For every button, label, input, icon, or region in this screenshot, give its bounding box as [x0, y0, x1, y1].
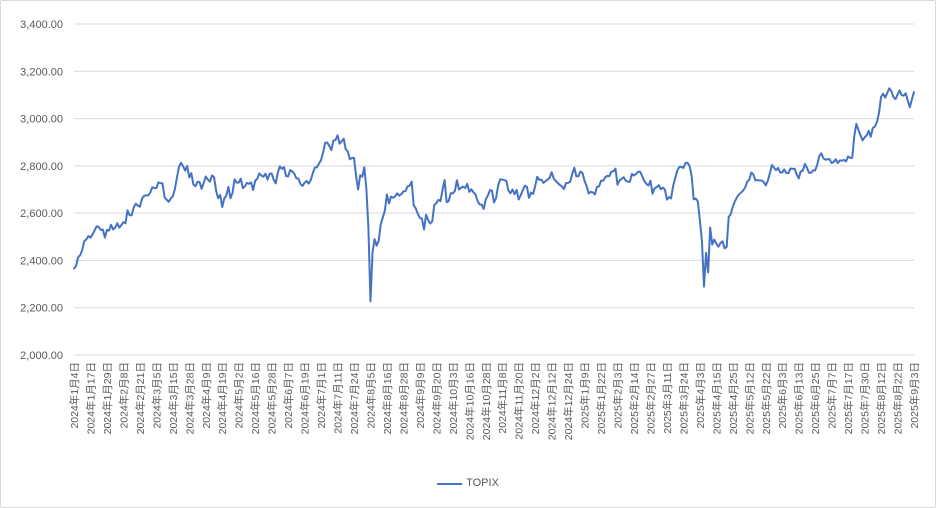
x-tick-label: 2024年9月20日 — [430, 362, 443, 434]
topix-line-series[interactable] — [73, 87, 915, 303]
x-tick-label: 2025年3月11日 — [661, 362, 674, 434]
legend-label: TOPIX — [466, 477, 499, 489]
x-tick-label: 2024年9月9日 — [414, 362, 427, 429]
x-tick-label: 2024年3月28日 — [183, 362, 196, 434]
y-tick-label: 3,400.00 — [20, 19, 63, 31]
x-tick-label: 2024年11月8日 — [496, 362, 509, 434]
x-tick-label: 2024年6月19日 — [299, 362, 312, 434]
y-tick-label: 3,200.00 — [20, 66, 63, 78]
x-tick-label: 2025年5月22日 — [760, 362, 773, 434]
x-tick-label: 2024年4月9日 — [200, 362, 213, 429]
x-tick-label: 2025年4月25日 — [727, 362, 740, 434]
x-tick-label: 2024年5月2日 — [233, 362, 246, 429]
y-tick-label: 2,600.00 — [20, 208, 63, 220]
x-tick-label: 2025年2月14日 — [628, 362, 641, 434]
y-tick-label: 2,400.00 — [20, 255, 63, 267]
x-tick-label: 2025年9月3日 — [908, 362, 921, 429]
x-tick-label: 2024年3月5日 — [150, 362, 163, 429]
x-tick-label: 2024年1月29日 — [101, 362, 114, 434]
x-tick-label: 2025年4月15日 — [710, 362, 723, 434]
x-tick-label: 2025年6月3日 — [776, 362, 789, 429]
legend[interactable]: TOPIX — [437, 477, 499, 490]
x-tick-label: 2025年5月12日 — [743, 362, 756, 434]
x-tick-label: 2025年6月13日 — [793, 362, 806, 434]
x-tick-label: 2024年8月16日 — [381, 362, 394, 434]
x-tick-label: 2024年1月17日 — [84, 362, 97, 434]
x-tick-label: 2024年2月21日 — [134, 362, 147, 434]
x-tick-label: 2024年7月1日 — [315, 362, 328, 429]
x-tick-label: 2025年3月24日 — [677, 362, 690, 434]
x-tick-label: 2024年7月24日 — [348, 362, 361, 434]
x-tick-label: 2024年10月16日 — [463, 362, 476, 440]
x-tick-label: 2024年8月28日 — [397, 362, 410, 434]
x-tick-label: 2024年10月28日 — [480, 362, 493, 440]
x-tick-label: 2024年4月19日 — [216, 362, 229, 434]
x-tick-label: 2025年7月7日 — [826, 362, 839, 429]
x-tick-label: 2025年7月17日 — [842, 362, 855, 434]
x-tick-label: 2024年11月20日 — [513, 362, 526, 439]
x-tick-label: 2024年5月28日 — [266, 362, 279, 434]
x-tick-label: 2025年2月3日 — [612, 362, 625, 429]
x-tick-label: 2025年7月30日 — [859, 362, 872, 434]
y-tick-label: 2,000.00 — [20, 350, 63, 362]
x-tick-label: 2025年8月22日 — [892, 362, 905, 434]
x-tick-label: 2024年12月2日 — [529, 362, 542, 434]
x-tick-label: 2024年2月8日 — [117, 362, 130, 429]
x-tick-label: 2024年1月4日 — [68, 362, 81, 429]
y-tick-label: 2,800.00 — [20, 161, 63, 173]
x-tick-label: 2024年7月11日 — [332, 362, 345, 434]
x-tick-label: 2025年8月12日 — [875, 362, 888, 434]
x-tick-label: 2025年4月3日 — [694, 362, 707, 429]
x-tick-label: 2025年2月27日 — [644, 362, 657, 434]
x-tick-label: 2024年12月24日 — [562, 362, 575, 440]
x-tick-label: 2025年1月22日 — [595, 362, 608, 434]
x-tick-label: 2024年5月16日 — [249, 362, 262, 434]
x-tick-label: 2024年12月12日 — [546, 362, 559, 440]
legend-line-swatch — [437, 482, 463, 485]
x-tick-label: 2024年10月3日 — [447, 362, 460, 434]
x-tick-label: 2024年3月15日 — [167, 362, 180, 434]
x-tick-label: 2024年8月5日 — [364, 362, 377, 429]
x-tick-label: 2025年6月25日 — [809, 362, 822, 434]
x-tick-label: 2025年1月9日 — [579, 362, 592, 429]
y-tick-label: 2,200.00 — [20, 303, 63, 315]
x-tick-label: 2024年6月7日 — [282, 362, 295, 429]
y-tick-label: 3,000.00 — [20, 114, 63, 126]
